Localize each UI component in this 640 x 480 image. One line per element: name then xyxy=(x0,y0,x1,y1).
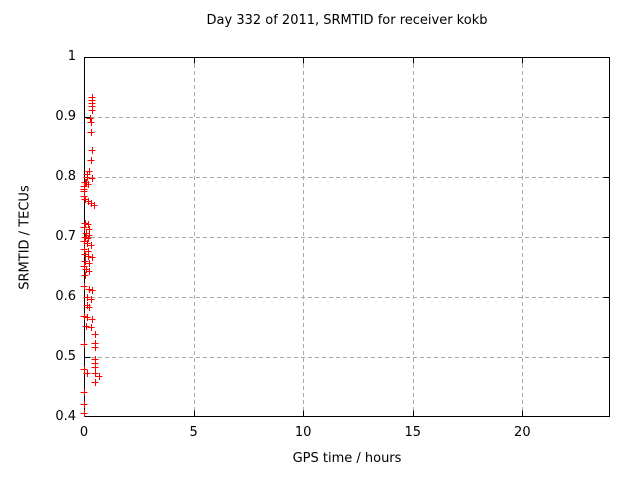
y-tick-label: 0.7 xyxy=(55,229,76,244)
x-axis-label: GPS time / hours xyxy=(292,451,402,466)
y-tick-label: 0.9 xyxy=(55,109,76,124)
chart-title: Day 332 of 2011, SRMTID for receiver kok… xyxy=(206,13,488,28)
scatter-plot-svg xyxy=(80,57,610,417)
y-tick-label: 0.4 xyxy=(55,409,76,424)
x-tick-label: 20 xyxy=(514,425,531,440)
y-tick-label: 1 xyxy=(67,49,76,64)
x-tick-label: 10 xyxy=(294,425,312,440)
data-points xyxy=(80,94,103,417)
x-tick-label: 5 xyxy=(189,425,198,440)
x-tick-label: 0 xyxy=(79,425,89,440)
y-tick-label: 0.8 xyxy=(55,169,76,184)
y-tick-label: 0.5 xyxy=(55,349,76,364)
y-tick-label: 0.6 xyxy=(55,289,76,304)
x-tick-label: 15 xyxy=(404,425,422,440)
plot-area xyxy=(80,57,610,417)
